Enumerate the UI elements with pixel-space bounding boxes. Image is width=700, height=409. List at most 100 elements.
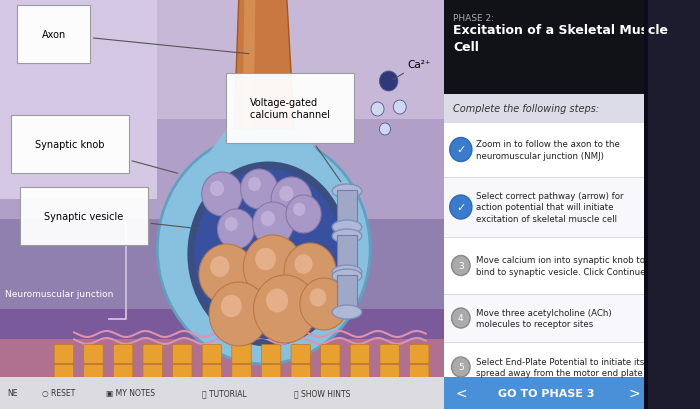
FancyBboxPatch shape: [444, 342, 648, 392]
FancyBboxPatch shape: [0, 0, 158, 200]
Circle shape: [210, 181, 224, 197]
FancyBboxPatch shape: [143, 364, 162, 384]
FancyBboxPatch shape: [644, 0, 648, 409]
Circle shape: [271, 178, 312, 221]
Text: 3: 3: [458, 261, 463, 270]
Circle shape: [449, 196, 472, 220]
Circle shape: [253, 275, 316, 343]
Circle shape: [261, 211, 275, 227]
Text: Move three acetylcholine (ACh)
molecules to receptor sites: Move three acetylcholine (ACh) molecules…: [475, 308, 611, 328]
Circle shape: [393, 101, 406, 115]
Circle shape: [209, 282, 268, 346]
Ellipse shape: [332, 305, 362, 319]
Polygon shape: [234, 0, 294, 130]
Circle shape: [293, 203, 305, 216]
Text: Excitation of a Skeletal Muscle
Cell: Excitation of a Skeletal Muscle Cell: [454, 24, 668, 54]
Text: GO TO PHASE 3: GO TO PHASE 3: [498, 388, 594, 398]
FancyBboxPatch shape: [232, 345, 251, 364]
FancyBboxPatch shape: [54, 345, 74, 364]
FancyBboxPatch shape: [350, 364, 370, 384]
Text: Complete the following steps:: Complete the following steps:: [454, 104, 599, 114]
FancyBboxPatch shape: [410, 364, 429, 384]
FancyBboxPatch shape: [202, 364, 222, 384]
Circle shape: [284, 243, 336, 299]
Text: 4: 4: [458, 314, 463, 323]
FancyBboxPatch shape: [261, 364, 281, 384]
Circle shape: [244, 236, 302, 299]
Ellipse shape: [158, 135, 370, 364]
Text: Zoom in to follow the axon to the
neuromuscular junction (NMJ): Zoom in to follow the axon to the neurom…: [475, 140, 620, 160]
Text: Voltage-gated
calcium channel: Voltage-gated calcium channel: [250, 98, 341, 182]
Circle shape: [309, 289, 326, 307]
Text: 📋 TUTORIAL: 📋 TUTORIAL: [202, 389, 246, 398]
Circle shape: [449, 138, 472, 162]
FancyBboxPatch shape: [202, 345, 222, 364]
Circle shape: [286, 196, 321, 234]
FancyBboxPatch shape: [444, 377, 648, 409]
FancyBboxPatch shape: [0, 220, 444, 309]
FancyBboxPatch shape: [113, 364, 133, 384]
FancyBboxPatch shape: [444, 0, 648, 95]
FancyBboxPatch shape: [173, 345, 192, 364]
FancyBboxPatch shape: [291, 345, 311, 364]
FancyBboxPatch shape: [444, 95, 648, 123]
Text: PHASE 2:: PHASE 2:: [454, 14, 494, 23]
FancyBboxPatch shape: [337, 236, 357, 273]
FancyBboxPatch shape: [337, 191, 357, 229]
Text: ✓: ✓: [456, 202, 466, 213]
Circle shape: [225, 218, 238, 231]
Ellipse shape: [332, 229, 362, 243]
Circle shape: [279, 187, 293, 202]
FancyBboxPatch shape: [143, 345, 162, 364]
Ellipse shape: [332, 184, 362, 198]
FancyBboxPatch shape: [350, 345, 370, 364]
Circle shape: [295, 254, 313, 274]
Circle shape: [248, 178, 261, 191]
Text: <: <: [455, 386, 467, 400]
Circle shape: [371, 103, 384, 117]
FancyBboxPatch shape: [444, 123, 648, 178]
Circle shape: [199, 245, 255, 304]
Circle shape: [266, 289, 288, 312]
Ellipse shape: [332, 265, 362, 279]
FancyBboxPatch shape: [321, 345, 340, 364]
Ellipse shape: [332, 220, 362, 234]
Text: Synaptic vesicle: Synaptic vesicle: [44, 211, 199, 229]
FancyBboxPatch shape: [380, 364, 399, 384]
Circle shape: [300, 278, 348, 330]
Circle shape: [452, 256, 470, 276]
FancyBboxPatch shape: [84, 364, 103, 384]
FancyBboxPatch shape: [0, 377, 444, 409]
Text: Neuromuscular junction: Neuromuscular junction: [5, 290, 113, 299]
Circle shape: [256, 248, 276, 270]
Circle shape: [452, 357, 470, 377]
FancyBboxPatch shape: [0, 309, 444, 369]
FancyBboxPatch shape: [444, 237, 648, 294]
FancyBboxPatch shape: [232, 364, 251, 384]
FancyBboxPatch shape: [337, 275, 357, 313]
FancyBboxPatch shape: [410, 345, 429, 364]
Text: NE: NE: [8, 389, 18, 398]
FancyBboxPatch shape: [0, 0, 444, 120]
FancyBboxPatch shape: [173, 364, 192, 384]
Text: Axon: Axon: [41, 30, 249, 54]
Text: Select correct pathway (arrow) for
action potential that will initiate
excitatio: Select correct pathway (arrow) for actio…: [475, 191, 623, 223]
FancyBboxPatch shape: [380, 345, 399, 364]
Text: 5: 5: [458, 363, 463, 372]
Ellipse shape: [332, 270, 362, 283]
FancyBboxPatch shape: [0, 369, 444, 409]
FancyBboxPatch shape: [321, 364, 340, 384]
Circle shape: [210, 256, 230, 277]
Ellipse shape: [188, 162, 349, 347]
FancyBboxPatch shape: [0, 120, 444, 220]
Text: Move calcium ion into synaptic knob to
bind to synaptic vesicle. Click Continue: Move calcium ion into synaptic knob to b…: [475, 256, 645, 276]
Text: ✓: ✓: [456, 145, 466, 155]
Text: ○ RESET: ○ RESET: [41, 389, 75, 398]
Polygon shape: [242, 0, 256, 130]
Text: Synaptic knob: Synaptic knob: [35, 139, 178, 174]
Circle shape: [452, 308, 470, 328]
Text: Select End-Plate Potential to initiate its
spread away from the motor end plate: Select End-Plate Potential to initiate i…: [475, 357, 644, 377]
Text: 🔖 SHOW HINTS: 🔖 SHOW HINTS: [294, 389, 351, 398]
Ellipse shape: [195, 170, 342, 339]
FancyBboxPatch shape: [444, 0, 648, 409]
